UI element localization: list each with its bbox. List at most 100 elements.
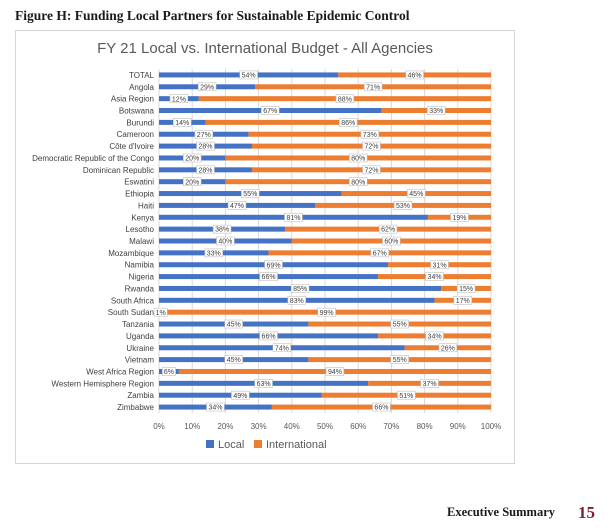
data-label-box [393, 201, 413, 210]
page-number: 15 [578, 503, 595, 522]
data-label-box [427, 106, 446, 115]
data-label-box [382, 236, 401, 246]
legend-swatch-local [206, 440, 214, 448]
data-label-box [317, 307, 336, 317]
category-label: Haiti [138, 201, 154, 210]
data-label-local: 27% [197, 132, 211, 139]
category-label: Democratic Republic of the Congo [32, 154, 154, 163]
data-label-local: 83% [290, 298, 304, 305]
data-label-box [362, 165, 381, 175]
data-label-local: 28% [198, 144, 212, 151]
footer-section-label: Executive Summary [447, 505, 555, 519]
data-label-box [231, 390, 250, 400]
category-label: Namibia [125, 261, 155, 270]
data-label-international: 62% [381, 227, 395, 234]
data-label-box [153, 307, 168, 317]
data-label-international: 15% [459, 286, 473, 293]
bars [159, 72, 492, 410]
category-label: Angola [129, 83, 154, 92]
data-label-box [450, 212, 469, 222]
data-label-box [239, 70, 258, 80]
data-label-international: 19% [452, 215, 466, 222]
data-label-international: 94% [328, 369, 342, 376]
data-label-international: 99% [320, 310, 334, 317]
data-label-box [348, 153, 368, 163]
data-label-box [196, 165, 215, 175]
data-label-box [425, 272, 444, 281]
data-label-box [241, 189, 260, 198]
data-label-local: 12% [172, 96, 186, 103]
x-tick-label: 20% [217, 422, 233, 431]
category-label: Zimbabwe [117, 403, 154, 412]
data-label-international: 46% [408, 73, 422, 80]
category-label: Eswatini [124, 178, 154, 187]
data-label-international: 72% [364, 144, 378, 151]
category-label: West Africa Region [86, 367, 154, 376]
data-label-box [212, 224, 232, 234]
data-label-local: 47% [230, 203, 244, 210]
category-label: Zambia [127, 391, 154, 400]
data-label-international: 72% [364, 167, 378, 174]
data-label-local: 63% [257, 381, 271, 388]
x-tick-label: 10% [184, 422, 200, 431]
x-tick-label: 0% [153, 422, 165, 431]
data-label-box [169, 94, 189, 103]
category-label: Côte d'Ivoire [109, 142, 154, 151]
data-label-international: 26% [441, 345, 455, 352]
data-label-box [360, 129, 380, 139]
category-label: Dominican Republic [83, 166, 154, 175]
data-label-local: 81% [286, 215, 300, 222]
data-label-box [420, 379, 439, 388]
data-label-international: 80% [351, 156, 365, 163]
data-label-box [254, 379, 273, 388]
data-label-box [390, 355, 409, 364]
data-label-international: 55% [393, 322, 407, 329]
legend-swatch-international [254, 440, 262, 448]
data-label-local: 66% [262, 274, 276, 281]
data-label-box [197, 82, 217, 92]
x-tick-label: 80% [417, 422, 433, 431]
category-label: Mozambique [108, 249, 154, 258]
data-label-box [206, 402, 225, 412]
data-label-local: 6% [164, 369, 174, 376]
data-label-box [224, 319, 243, 329]
data-label-box [425, 331, 444, 341]
category-labels: TOTAL Angola Asia Region Botswana Burundi Cam… [32, 71, 154, 412]
category-label: Ethiopia [125, 190, 154, 199]
chart-frame: FY 21 Local vs. International Budget - A… [15, 30, 515, 464]
category-label: Nigeria [129, 273, 155, 282]
x-tick-label: 60% [350, 422, 366, 431]
data-label-international: 71% [366, 84, 380, 91]
data-label-local: 66% [262, 333, 276, 340]
data-label-local: 38% [215, 227, 229, 234]
category-label: South Sudan [108, 308, 154, 317]
data-label-box [407, 189, 426, 198]
data-label-box [194, 129, 214, 139]
chart-title: FY 21 Local vs. International Budget - A… [97, 40, 433, 57]
data-label-box [438, 343, 458, 353]
data-label-box [370, 248, 389, 258]
data-label-box [227, 201, 247, 210]
data-label-box [259, 331, 278, 341]
data-label-international: 67% [373, 250, 387, 257]
category-label: Vietnam [125, 356, 155, 365]
data-label-international: 55% [393, 357, 407, 364]
data-label-local: 20% [185, 156, 199, 163]
data-label-box [348, 177, 368, 186]
x-tick-label: 70% [383, 422, 399, 431]
data-label-box [216, 236, 235, 246]
data-label-box [173, 118, 192, 127]
data-label-box [284, 212, 303, 222]
data-label-international: 66% [374, 405, 388, 412]
data-label-international: 80% [351, 179, 365, 186]
data-label-box [264, 260, 283, 270]
data-label-box [290, 284, 310, 293]
data-label-box [362, 141, 381, 151]
data-label-local: 14% [175, 120, 189, 127]
x-tick-label: 50% [317, 422, 333, 431]
category-label: Lesotho [126, 225, 155, 234]
data-label-local: 34% [208, 405, 222, 412]
category-label: Ukraine [126, 344, 154, 353]
data-label-box [162, 367, 176, 376]
data-label-international: 33% [429, 108, 443, 115]
